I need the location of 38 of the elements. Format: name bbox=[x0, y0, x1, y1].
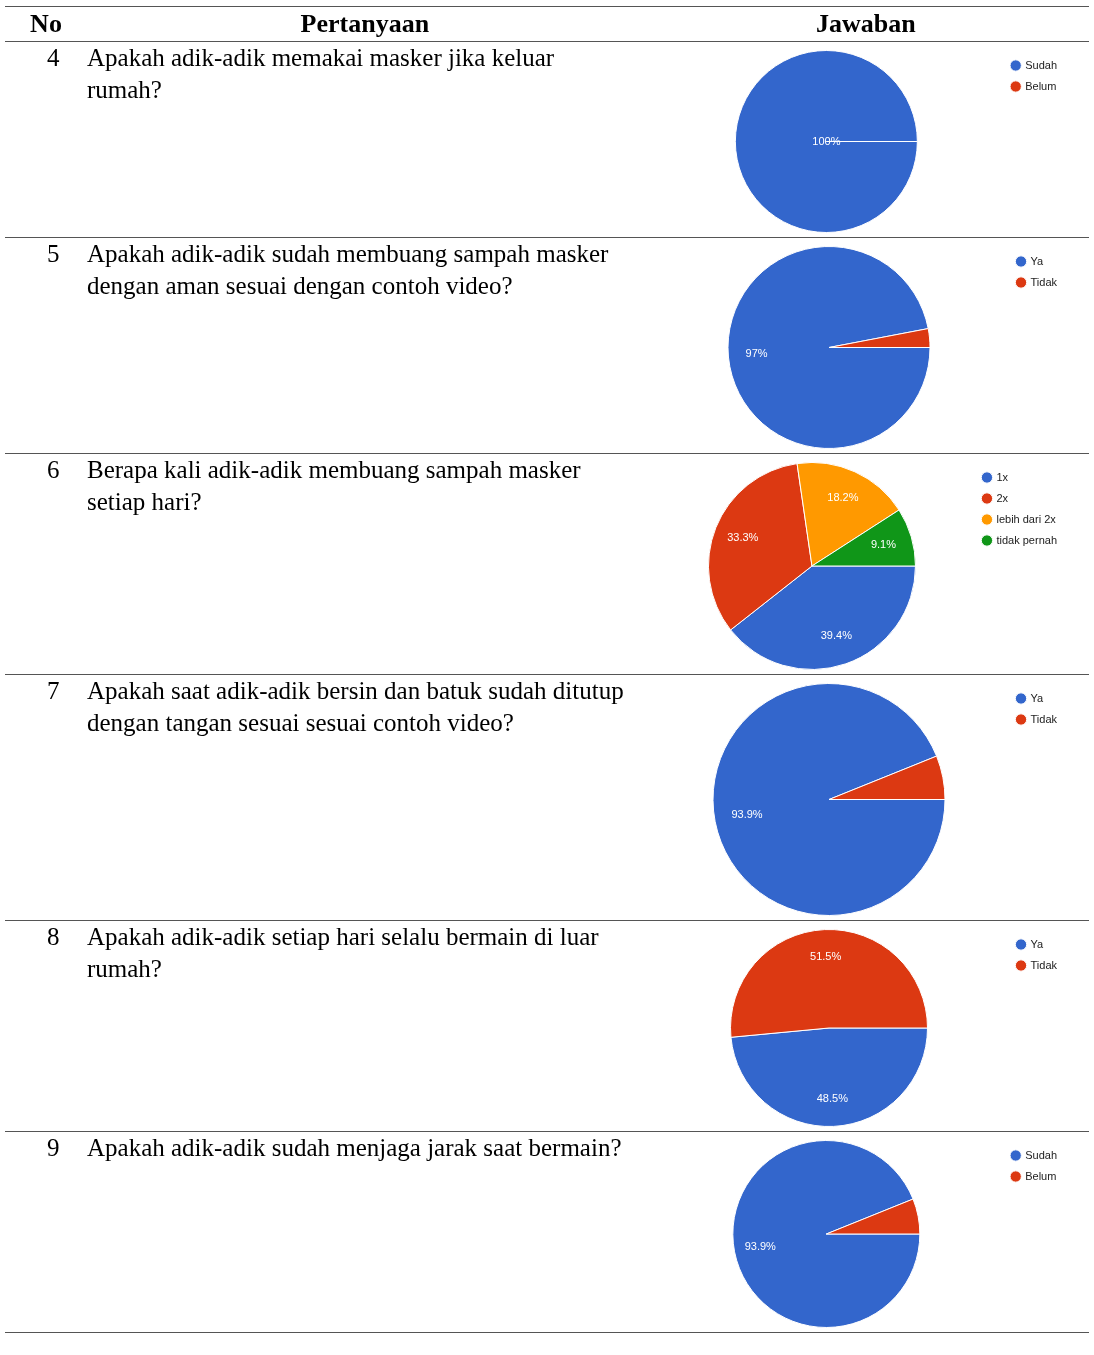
data-label: 93.9% bbox=[731, 808, 763, 821]
legend-label: Ya bbox=[1030, 691, 1044, 704]
text: Apakah adik-adik memakai masker jika keluar rumah? bbox=[87, 43, 556, 105]
data-label: 97% bbox=[745, 347, 768, 360]
text: 4 bbox=[47, 44, 60, 71]
data-label: 51.5% bbox=[809, 950, 842, 963]
data-label: 93.9% bbox=[744, 1239, 776, 1252]
data-label: 33.3% bbox=[726, 531, 759, 544]
legend-label: Sudah bbox=[1024, 58, 1057, 71]
text: Apakah saat adik-adik bersin dan batuk sudah ditutup dengan tangan sesuai sesuai contoh video? bbox=[87, 676, 625, 738]
text: Jawaban bbox=[642, 6, 1089, 42]
legend-label: tidak pernah bbox=[996, 533, 1057, 546]
legend-label: 1x bbox=[996, 470, 1009, 483]
legend-label: Tidak bbox=[1030, 958, 1058, 971]
legend-label: Tidak bbox=[1030, 275, 1058, 288]
text: Berapa kali adik-adik membuang sampah masker setiap hari? bbox=[87, 455, 582, 517]
data-label: 39.4% bbox=[820, 629, 852, 642]
data-label: 18.2% bbox=[826, 491, 859, 504]
legend-label: Belum bbox=[1024, 79, 1057, 92]
text: No bbox=[5, 6, 87, 42]
data-label: 48.5% bbox=[816, 1091, 848, 1104]
legend-label: lebih dari 2x bbox=[996, 512, 1056, 525]
legend-label: Tidak bbox=[1030, 712, 1058, 725]
data-label: 9.1% bbox=[870, 538, 896, 551]
text: 7 bbox=[47, 677, 60, 704]
legend-label: Sudah bbox=[1024, 1148, 1057, 1161]
text: 8 bbox=[47, 923, 60, 950]
text: Apakah adik-adik setiap hari selalu bermain di luar rumah? bbox=[87, 922, 600, 984]
text: 5 bbox=[47, 240, 60, 267]
legend-label: 2x bbox=[996, 491, 1009, 504]
legend-label: Ya bbox=[1030, 937, 1044, 950]
text: 9 bbox=[47, 1134, 60, 1161]
legend-label: Belum bbox=[1024, 1169, 1057, 1182]
text: Apakah adik-adik sudah membuang sampah masker dengan aman sesuai dengan contoh video? bbox=[87, 239, 610, 301]
text: Apakah adik-adik sudah menjaga jarak saat bermain? bbox=[87, 1133, 622, 1163]
text: 6 bbox=[47, 456, 60, 483]
text: Pertanyaan bbox=[87, 6, 643, 42]
legend-label: Ya bbox=[1030, 254, 1044, 267]
